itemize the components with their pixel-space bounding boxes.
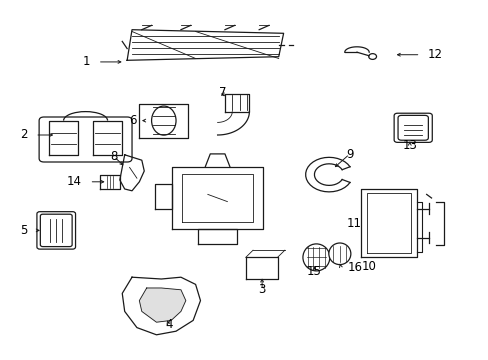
Text: 8: 8 [110, 150, 118, 163]
Text: 13: 13 [402, 139, 416, 152]
Ellipse shape [303, 244, 329, 271]
Polygon shape [245, 257, 277, 279]
Polygon shape [205, 154, 229, 166]
Polygon shape [139, 104, 188, 138]
Polygon shape [224, 94, 249, 112]
Text: 9: 9 [345, 148, 353, 161]
Polygon shape [49, 121, 78, 155]
Text: 4: 4 [164, 318, 172, 331]
FancyBboxPatch shape [397, 115, 427, 140]
Text: 10: 10 [361, 260, 376, 273]
Polygon shape [122, 277, 200, 335]
Text: 11: 11 [346, 217, 361, 230]
Text: 3: 3 [258, 283, 265, 296]
Ellipse shape [328, 243, 350, 265]
Text: 2: 2 [20, 129, 28, 141]
Polygon shape [120, 155, 144, 191]
Text: 15: 15 [306, 265, 321, 278]
Text: 7: 7 [218, 86, 226, 99]
Polygon shape [100, 175, 120, 189]
Polygon shape [155, 184, 172, 209]
Text: 12: 12 [427, 48, 442, 61]
Polygon shape [217, 113, 251, 124]
Text: 14: 14 [67, 175, 82, 188]
Text: 6: 6 [129, 114, 137, 127]
Polygon shape [360, 189, 416, 257]
FancyBboxPatch shape [40, 214, 72, 247]
Text: 1: 1 [83, 55, 90, 68]
Polygon shape [127, 30, 283, 60]
Text: 5: 5 [20, 224, 27, 237]
Polygon shape [139, 288, 185, 322]
Polygon shape [198, 230, 237, 244]
Polygon shape [172, 166, 263, 230]
Polygon shape [217, 112, 249, 135]
Polygon shape [93, 121, 122, 155]
Text: 16: 16 [347, 261, 363, 274]
